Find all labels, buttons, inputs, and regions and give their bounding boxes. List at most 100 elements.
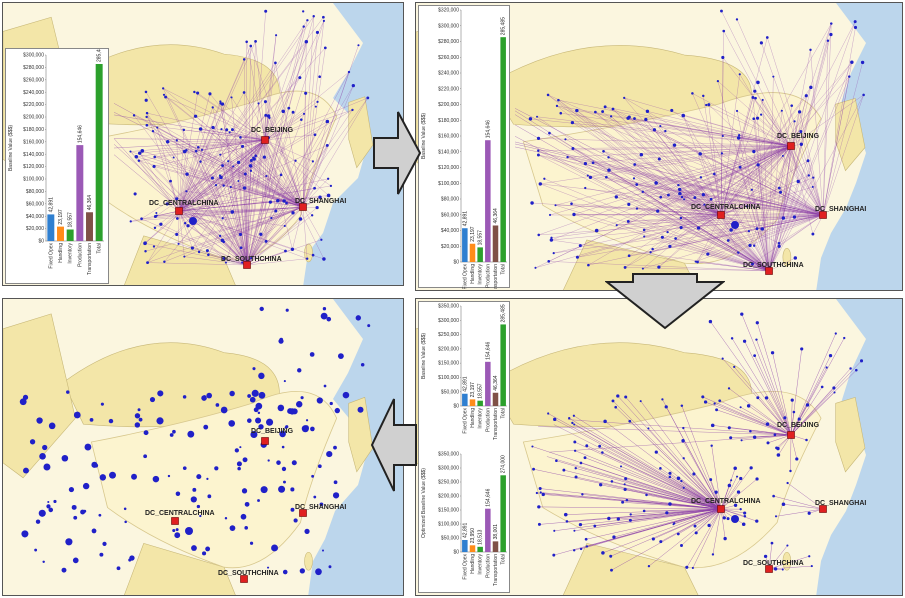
customer-dot[interactable]: [184, 148, 188, 152]
customer-dot[interactable]: [131, 473, 137, 480]
customer-dot[interactable]: [602, 149, 605, 153]
customer-dot[interactable]: [151, 129, 155, 133]
customer-dot[interactable]: [563, 512, 568, 517]
bar-inventory[interactable]: [477, 247, 483, 262]
customer-dot[interactable]: [99, 474, 107, 481]
customer-dot[interactable]: [552, 252, 555, 255]
customer-dot[interactable]: [651, 537, 655, 541]
customer-dot[interactable]: [753, 89, 757, 93]
customer-dot[interactable]: [247, 394, 252, 398]
customer-dot[interactable]: [666, 230, 669, 234]
map-panel-top-left[interactable]: DC_BEIJING DC_CENTRALCHINA DC_SHANGHAI DC_S…: [2, 2, 404, 286]
customer-dot[interactable]: [225, 128, 229, 132]
customer-dot[interactable]: [722, 516, 726, 520]
customer-dot[interactable]: [537, 233, 541, 237]
customer-dot[interactable]: [66, 390, 70, 394]
customer-dot[interactable]: [726, 239, 730, 242]
customer-dot[interactable]: [853, 20, 857, 24]
customer-dot[interactable]: [682, 457, 685, 460]
customer-dot[interactable]: [305, 419, 309, 422]
customer-dot[interactable]: [682, 426, 685, 430]
customer-dot[interactable]: [257, 411, 261, 415]
customer-dot[interactable]: [82, 482, 90, 490]
customer-dot[interactable]: [237, 180, 240, 183]
customer-dot[interactable]: [143, 430, 149, 436]
customer-dot[interactable]: [736, 475, 739, 478]
customer-dot[interactable]: [274, 61, 277, 65]
customer-dot[interactable]: [193, 90, 196, 94]
customer-dot[interactable]: [743, 511, 747, 515]
customer-dot[interactable]: [805, 403, 810, 407]
customer-dot[interactable]: [283, 224, 286, 228]
customer-dot[interactable]: [603, 419, 607, 424]
customer-dot[interactable]: [553, 529, 556, 532]
customer-dot[interactable]: [555, 459, 558, 463]
customer-dot[interactable]: [843, 336, 846, 340]
customer-dot[interactable]: [218, 234, 222, 238]
customer-dot[interactable]: [159, 222, 163, 226]
customer-dot[interactable]: [727, 483, 732, 488]
customer-dot[interactable]: [549, 238, 554, 242]
customer-dot[interactable]: [740, 439, 743, 442]
customer-dot[interactable]: [259, 306, 264, 312]
customer-dot[interactable]: [182, 466, 187, 470]
customer-dot[interactable]: [742, 339, 747, 343]
customer-dot[interactable]: [585, 444, 589, 448]
customer-dot[interactable]: [659, 125, 662, 128]
customer-dot[interactable]: [313, 133, 317, 137]
customer-dot[interactable]: [236, 160, 241, 165]
customer-dot[interactable]: [185, 172, 189, 176]
customer-dot[interactable]: [670, 108, 674, 112]
customer-dot[interactable]: [145, 115, 148, 119]
customer-dot[interactable]: [220, 406, 228, 414]
customer-dot[interactable]: [328, 565, 332, 569]
customer-dot[interactable]: [282, 199, 286, 203]
customer-dot[interactable]: [665, 511, 669, 515]
customer-dot[interactable]: [735, 109, 739, 112]
bar-handling[interactable]: [469, 545, 476, 552]
customer-dot[interactable]: [237, 466, 241, 471]
customer-dot[interactable]: [318, 75, 321, 79]
customer-dot[interactable]: [849, 367, 852, 370]
customer-dot[interactable]: [248, 164, 253, 168]
customer-dot[interactable]: [633, 117, 636, 120]
customer-dot[interactable]: [257, 499, 260, 502]
customer-dot[interactable]: [275, 34, 278, 37]
customer-dot[interactable]: [652, 128, 657, 132]
customer-dot[interactable]: [278, 338, 284, 344]
customer-dot[interactable]: [786, 481, 789, 485]
customer-dot[interactable]: [214, 183, 218, 187]
customer-dot[interactable]: [756, 80, 760, 85]
customer-dot[interactable]: [65, 538, 73, 546]
customer-dot[interactable]: [241, 261, 244, 264]
bar-inventory[interactable]: [477, 546, 483, 552]
customer-dot[interactable]: [681, 439, 685, 443]
customer-dot[interactable]: [694, 260, 697, 263]
customer-dot[interactable]: [668, 502, 672, 506]
customer-dot[interactable]: [174, 532, 181, 539]
customer-dot[interactable]: [694, 531, 698, 535]
customer-dot[interactable]: [320, 312, 328, 320]
customer-dot[interactable]: [84, 443, 92, 451]
customer-dot[interactable]: [727, 426, 731, 430]
customer-dot[interactable]: [240, 513, 247, 520]
customer-dot[interactable]: [536, 153, 540, 157]
customer-dot[interactable]: [227, 160, 230, 163]
customer-dot[interactable]: [211, 106, 214, 109]
customer-dot[interactable]: [623, 266, 627, 269]
customer-dot[interactable]: [206, 477, 209, 480]
customer-dot[interactable]: [239, 446, 242, 449]
customer-dot[interactable]: [820, 385, 824, 389]
customer-dot[interactable]: [807, 174, 811, 177]
customer-dot[interactable]: [708, 319, 713, 324]
customer-dot[interactable]: [557, 98, 560, 102]
customer-dot[interactable]: [539, 491, 542, 494]
customer-dot[interactable]: [661, 398, 664, 401]
customer-dot[interactable]: [202, 551, 207, 556]
customer-dot[interactable]: [859, 359, 864, 363]
customer-dot[interactable]: [737, 251, 740, 254]
customer-dot[interactable]: [277, 404, 285, 412]
customer-dot[interactable]: [264, 113, 268, 117]
customer-dot[interactable]: [647, 427, 650, 430]
customer-dot[interactable]: [187, 430, 195, 438]
